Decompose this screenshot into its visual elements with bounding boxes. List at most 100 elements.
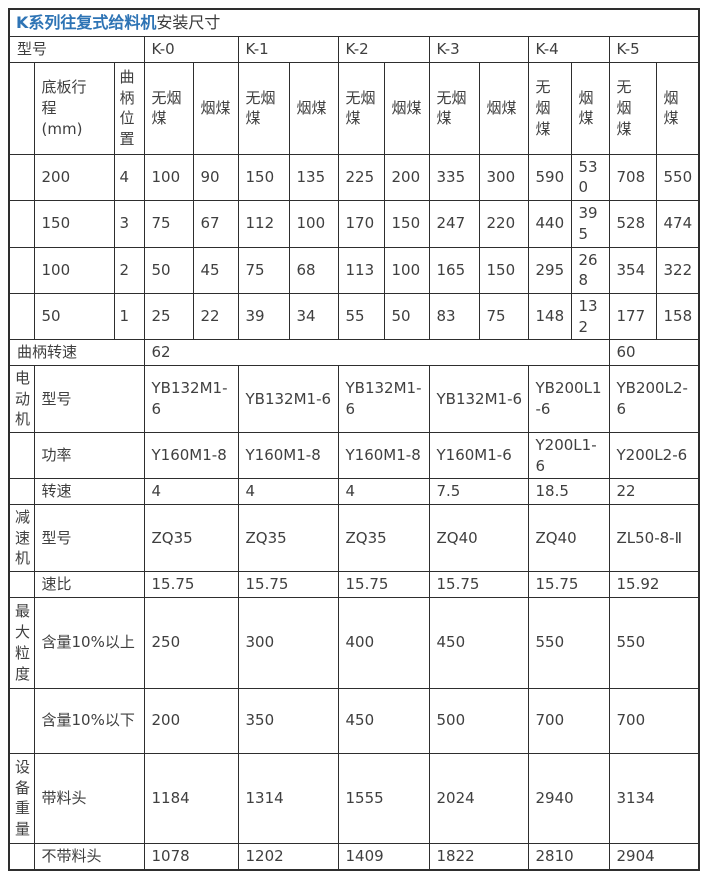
data-cell: Y160M1-8	[237, 432, 339, 480]
data-cell: 112	[237, 200, 290, 248]
coal-type-header-row: 底板行程 (mm) 曲柄位置 无烟煤 烟煤 无烟煤 烟煤 无烟煤 烟煤 无烟煤 …	[8, 61, 700, 155]
data-cell: 440	[527, 200, 572, 248]
data-cell: 135	[288, 153, 339, 202]
coal-header-bituminous: 烟煤	[570, 61, 610, 155]
data-cell: 400	[337, 596, 430, 689]
coal-header-bituminous: 烟煤	[655, 61, 700, 155]
data-cell: 4	[237, 478, 339, 506]
motor-section-label: 电动机	[8, 364, 35, 434]
data-cell: 350	[237, 687, 339, 754]
data-cell: 4	[337, 478, 430, 506]
data-cell: 300	[237, 596, 339, 689]
table-title: K系列往复式给料机安装尺寸	[8, 8, 700, 38]
data-cell: 700	[608, 687, 700, 754]
empty-cell	[8, 571, 35, 598]
feeder-spec-table: K系列往复式给料机安装尺寸 型号 K-0 K-1 K-2 K-3 K-4 K-5…	[8, 8, 701, 871]
data-cell: 2904	[608, 842, 700, 871]
coal-header-anthracite: 无烟煤	[428, 61, 480, 155]
data-cell: 75	[143, 200, 194, 248]
crank-position-value: 3	[113, 200, 145, 248]
model-header-row: 型号 K-0 K-1 K-2 K-3 K-4 K-5	[8, 36, 700, 63]
empty-cell	[8, 153, 35, 202]
data-cell: 708	[608, 153, 657, 202]
data-cell: 39	[237, 292, 290, 341]
data-cell: 15.75	[237, 571, 339, 598]
data-cell: ZL50-8-Ⅱ	[608, 504, 700, 573]
particle-section-label: 最大粒度	[8, 596, 35, 689]
stroke-row-100: 100 2 50 45 75 68 113 100 165 150 295 26…	[8, 246, 700, 294]
data-cell: 1314	[237, 752, 339, 844]
data-cell: 75	[237, 246, 290, 294]
stroke-value: 150	[33, 200, 115, 248]
data-cell: 1555	[337, 752, 430, 844]
corner-cell	[8, 61, 35, 155]
data-cell: 15.92	[608, 571, 700, 598]
data-cell: 1409	[337, 842, 430, 871]
data-cell: 83	[428, 292, 480, 341]
data-cell: 354	[608, 246, 657, 294]
data-cell: 22	[608, 478, 700, 506]
motor-power-row: 功率 Y160M1-8 Y160M1-8 Y160M1-8 Y160M1-6 Y…	[8, 432, 700, 480]
data-cell: 15.75	[143, 571, 239, 598]
data-cell: 1822	[428, 842, 529, 871]
data-cell: 225	[337, 153, 385, 202]
row-label: 含量10%以下	[33, 687, 145, 754]
data-cell: Y200L2-6	[608, 432, 700, 480]
data-cell: 4	[143, 478, 239, 506]
model-k4: K-4	[527, 36, 610, 63]
data-cell: YB132M1-6	[428, 364, 529, 434]
crank-position-value: 1	[113, 292, 145, 341]
data-cell: YB132M1-6	[237, 364, 339, 434]
data-cell: 700	[527, 687, 610, 754]
empty-cell	[8, 478, 35, 506]
model-row-label: 型号	[8, 36, 145, 63]
empty-cell	[8, 842, 35, 871]
data-cell: 148	[527, 292, 572, 341]
data-cell: 100	[143, 153, 194, 202]
reducer-ratio-row: 速比 15.75 15.75 15.75 15.75 15.75 15.92	[8, 571, 700, 598]
data-cell: Y200L1-6	[527, 432, 610, 480]
row-label: 速比	[33, 571, 145, 598]
data-cell: 34	[288, 292, 339, 341]
data-cell: 1184	[143, 752, 239, 844]
data-cell: ZQ35	[237, 504, 339, 573]
data-cell: 1078	[143, 842, 239, 871]
coal-header-bituminous: 烟煤	[288, 61, 339, 155]
weight-section-label: 设备重量	[8, 752, 35, 844]
data-cell: 200	[383, 153, 430, 202]
weight-without-head-row: 不带料头 1078 1202 1409 1822 2810 2904	[8, 842, 700, 871]
data-cell: 177	[608, 292, 657, 341]
model-k1: K-1	[237, 36, 339, 63]
data-cell: 530	[570, 153, 610, 202]
coal-header-bituminous: 烟煤	[383, 61, 430, 155]
data-cell: 3134	[608, 752, 700, 844]
title-row: K系列往复式给料机安装尺寸	[8, 8, 700, 38]
coal-header-anthracite: 无烟煤	[337, 61, 385, 155]
data-cell: 2810	[527, 842, 610, 871]
data-cell: 132	[570, 292, 610, 341]
data-cell: 55	[337, 292, 385, 341]
row-label: 含量10%以上	[33, 596, 145, 689]
data-cell: 1202	[237, 842, 339, 871]
data-cell: 22	[192, 292, 239, 341]
row-label: 功率	[33, 432, 145, 480]
coal-header-anthracite: 无烟煤	[237, 61, 290, 155]
data-cell: 395	[570, 200, 610, 248]
data-cell: ZQ35	[337, 504, 430, 573]
data-cell: 45	[192, 246, 239, 294]
particle-under10-row: 含量10%以下 200 350 450 500 700 700	[8, 687, 700, 754]
data-cell: 550	[655, 153, 700, 202]
row-label: 型号	[33, 504, 145, 573]
row-label: 带料头	[33, 752, 145, 844]
particle-over10-row: 最大粒度 含量10%以上 250 300 400 450 550 550	[8, 596, 700, 689]
crank-speed-value-k5: 60	[608, 339, 700, 366]
data-cell: 2940	[527, 752, 610, 844]
model-k5: K-5	[608, 36, 700, 63]
stroke-row-150: 150 3 75 67 112 100 170 150 247 220 440 …	[8, 200, 700, 248]
empty-cell	[8, 292, 35, 341]
data-cell: 450	[337, 687, 430, 754]
stroke-value: 200	[33, 153, 115, 202]
data-cell: YB200L2-6	[608, 364, 700, 434]
product-series-link[interactable]: K系列往复式给料机	[16, 13, 157, 32]
coal-header-bituminous: 烟煤	[192, 61, 239, 155]
